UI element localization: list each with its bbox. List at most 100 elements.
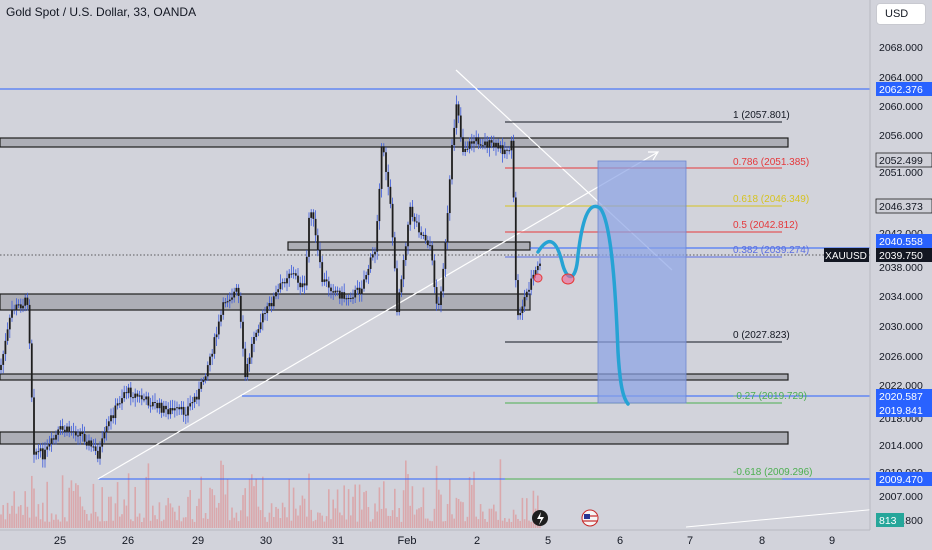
volume-bar (174, 511, 176, 528)
volume-bar (330, 519, 332, 528)
volume-bar (328, 489, 330, 528)
candle-body (15, 304, 18, 311)
volume-bar (416, 509, 418, 528)
candle-body (400, 279, 403, 293)
candle-body (442, 268, 445, 292)
candle-body (301, 283, 304, 288)
candle-body (479, 144, 482, 146)
volume-bar (444, 521, 447, 528)
candle-body (180, 406, 183, 410)
volume-bar (369, 521, 372, 528)
candle-body (257, 329, 260, 333)
candle-body (156, 402, 159, 409)
volume-bar (187, 496, 189, 528)
candle-body (321, 262, 324, 282)
candle-body (415, 221, 418, 223)
volume-bar (246, 516, 249, 528)
volume-bar (215, 507, 218, 528)
volume-bar (108, 496, 110, 528)
volume-bar (424, 518, 427, 528)
volume-bar (229, 520, 231, 528)
volume-bar (482, 511, 484, 528)
candle-body (492, 142, 495, 148)
volume-bar (372, 519, 374, 528)
candle-body (391, 203, 394, 238)
volume-bar (163, 519, 165, 528)
volume-bar (413, 514, 416, 528)
candle-body (360, 288, 363, 294)
volume-bar (171, 507, 174, 528)
volume-bar (515, 514, 517, 528)
volume-bar (28, 517, 31, 528)
candle-body (288, 273, 291, 279)
price-tick-label: 2034.000 (879, 291, 923, 303)
volume-bar (198, 498, 200, 528)
price-badge-label: 2062.376 (879, 84, 923, 96)
candle-body (499, 145, 502, 149)
candle-body (519, 312, 522, 316)
candle-body (365, 275, 368, 280)
candle-body (0, 364, 2, 370)
volume-bar (402, 490, 405, 528)
candle-body (323, 279, 326, 282)
candle-body (57, 429, 60, 435)
candle-body (211, 353, 214, 357)
volume-bar (429, 520, 431, 528)
candle-body (266, 306, 269, 314)
candle-body (536, 265, 539, 271)
candle-body (30, 343, 33, 398)
fib-0618n-label: -0.618 (2009.296) (733, 467, 813, 478)
candle-body (503, 149, 506, 155)
support-zone-3 (0, 431, 789, 445)
volume-bar (504, 518, 506, 528)
candle-body (22, 305, 24, 309)
candle-body (255, 332, 258, 338)
candle-body (70, 431, 73, 433)
candle-body (283, 282, 286, 284)
volume-bar (264, 517, 266, 528)
volume-bar (303, 498, 306, 528)
volume-bar (112, 520, 114, 528)
price-badge (876, 513, 904, 527)
volume-bar (182, 517, 185, 528)
volume-bar (66, 521, 68, 528)
candle-body (154, 401, 156, 403)
volume-bar (521, 497, 524, 528)
candle-body (143, 399, 145, 401)
fib-0786-label: 0.786 (2051.385) (733, 157, 809, 168)
candle-body (382, 146, 385, 153)
volume-bar (383, 481, 385, 528)
price-tick-label: 2007.000 (879, 491, 923, 503)
volume-bar (48, 521, 51, 528)
candle-body (191, 402, 194, 404)
volume-bar (20, 505, 22, 528)
volume-bar (334, 508, 337, 528)
volume-bar (136, 516, 139, 528)
price-badge-label: 2052.499 (879, 155, 923, 167)
volume-bar (200, 476, 202, 528)
candle-body (231, 297, 233, 300)
candle-body (484, 141, 486, 146)
volume-bar (167, 497, 169, 528)
currency-button[interactable]: USD (876, 3, 926, 25)
volume-bar (220, 460, 222, 528)
volume-bar (2, 505, 4, 528)
candle-body (228, 299, 231, 302)
candle-body (308, 217, 310, 257)
candle-body (77, 435, 79, 437)
candle-body (466, 148, 469, 150)
candle-body (514, 197, 517, 281)
candle-body (347, 297, 350, 299)
candle-body (167, 409, 170, 415)
volume-bar (156, 519, 158, 528)
volume-bar (68, 487, 70, 528)
volume-bar (119, 516, 121, 528)
volume-bar (251, 474, 253, 528)
volume-bar (81, 506, 84, 528)
candle-body (422, 234, 425, 236)
candle-body (55, 434, 57, 440)
candle-body (125, 392, 128, 394)
candle-body (440, 291, 442, 305)
volume-bar (97, 516, 99, 528)
